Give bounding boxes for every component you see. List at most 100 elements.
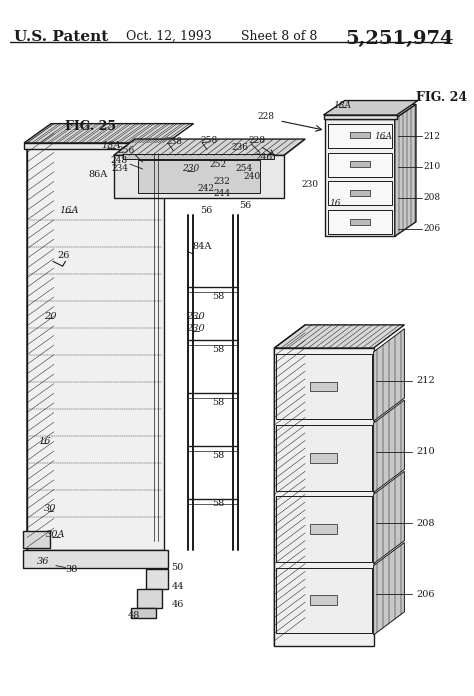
Polygon shape	[324, 115, 397, 119]
Text: 242: 242	[197, 184, 214, 193]
Text: 56: 56	[239, 201, 251, 210]
Text: 206: 206	[424, 224, 441, 233]
Text: 256: 256	[118, 146, 135, 155]
Polygon shape	[137, 160, 260, 193]
Polygon shape	[374, 542, 404, 635]
Text: 56: 56	[201, 206, 212, 215]
Polygon shape	[137, 589, 162, 608]
Polygon shape	[310, 381, 337, 391]
Text: 50: 50	[172, 563, 183, 572]
Polygon shape	[350, 190, 370, 196]
Text: 46: 46	[172, 600, 184, 608]
Text: 84A: 84A	[192, 242, 212, 251]
Polygon shape	[326, 104, 416, 119]
Polygon shape	[374, 471, 404, 564]
Text: 238: 238	[165, 137, 182, 146]
Text: 16: 16	[38, 437, 51, 446]
Polygon shape	[276, 425, 372, 491]
Text: 18A: 18A	[334, 101, 352, 110]
Text: 58: 58	[212, 345, 224, 354]
Text: 36: 36	[36, 557, 49, 567]
Text: 240: 240	[244, 172, 261, 181]
Text: 206: 206	[416, 590, 435, 599]
Polygon shape	[350, 132, 370, 138]
Text: 212: 212	[416, 377, 435, 386]
Text: 210: 210	[424, 162, 441, 171]
Polygon shape	[350, 219, 370, 225]
Text: 20: 20	[44, 312, 56, 321]
Text: 244: 244	[214, 189, 231, 198]
Polygon shape	[328, 152, 392, 177]
Polygon shape	[114, 155, 284, 198]
Text: 258: 258	[201, 136, 218, 145]
Text: 58: 58	[212, 398, 224, 407]
Text: 86A: 86A	[89, 171, 108, 179]
Text: U.S. Patent: U.S. Patent	[14, 30, 109, 45]
Polygon shape	[27, 143, 164, 551]
Text: 30: 30	[44, 505, 56, 513]
Polygon shape	[114, 139, 305, 155]
Polygon shape	[310, 596, 337, 605]
Text: 234: 234	[111, 164, 128, 173]
Polygon shape	[310, 524, 337, 534]
Text: 230: 230	[301, 180, 319, 189]
Text: 230: 230	[186, 312, 205, 321]
Polygon shape	[324, 100, 418, 115]
Polygon shape	[24, 143, 166, 149]
Text: 252: 252	[210, 159, 227, 168]
Text: FIG. 24: FIG. 24	[416, 91, 467, 104]
Text: 208: 208	[424, 193, 441, 203]
Text: 16A: 16A	[60, 206, 79, 215]
Text: 38: 38	[65, 565, 78, 574]
Text: 208: 208	[416, 519, 435, 528]
Text: 30A: 30A	[46, 530, 65, 539]
Polygon shape	[374, 329, 404, 421]
Text: 5,251,974: 5,251,974	[346, 30, 454, 48]
Text: 18A: 18A	[101, 141, 120, 150]
Text: 228: 228	[257, 113, 274, 121]
Polygon shape	[328, 124, 392, 148]
Text: Oct. 12, 1993: Oct. 12, 1993	[126, 30, 211, 43]
Polygon shape	[23, 531, 50, 548]
Text: 248: 248	[111, 156, 128, 165]
Polygon shape	[131, 608, 156, 617]
Text: 58: 58	[212, 451, 224, 460]
Text: 230: 230	[182, 164, 199, 173]
Polygon shape	[27, 124, 54, 551]
Polygon shape	[328, 210, 392, 235]
Polygon shape	[146, 569, 167, 589]
Polygon shape	[274, 325, 404, 348]
Polygon shape	[310, 453, 337, 463]
Polygon shape	[123, 154, 274, 159]
Polygon shape	[395, 104, 416, 237]
Text: 26: 26	[58, 251, 70, 260]
Text: 236: 236	[231, 143, 248, 152]
Text: 232: 232	[214, 177, 231, 186]
Text: 16: 16	[329, 199, 341, 208]
Text: 58: 58	[212, 500, 224, 509]
Text: 212: 212	[424, 132, 441, 141]
Text: 48: 48	[128, 611, 140, 620]
Text: FIG. 25: FIG. 25	[65, 120, 117, 133]
Polygon shape	[274, 348, 374, 647]
Polygon shape	[276, 567, 372, 633]
Text: 254: 254	[235, 164, 252, 173]
Text: 230: 230	[186, 324, 205, 333]
Text: 246: 246	[255, 153, 272, 162]
Text: 228: 228	[248, 136, 265, 145]
Text: 44: 44	[172, 583, 184, 592]
Polygon shape	[276, 496, 372, 562]
Polygon shape	[276, 354, 372, 419]
Polygon shape	[328, 182, 392, 205]
Polygon shape	[326, 119, 395, 237]
Polygon shape	[27, 124, 191, 143]
Polygon shape	[24, 124, 193, 143]
Text: Sheet 8 of 8: Sheet 8 of 8	[241, 30, 318, 43]
Polygon shape	[350, 161, 370, 167]
Polygon shape	[23, 551, 167, 567]
Polygon shape	[374, 400, 404, 493]
Text: 58: 58	[212, 292, 224, 301]
Text: 16A: 16A	[374, 132, 392, 141]
Text: 210: 210	[416, 448, 435, 457]
Polygon shape	[274, 325, 305, 647]
